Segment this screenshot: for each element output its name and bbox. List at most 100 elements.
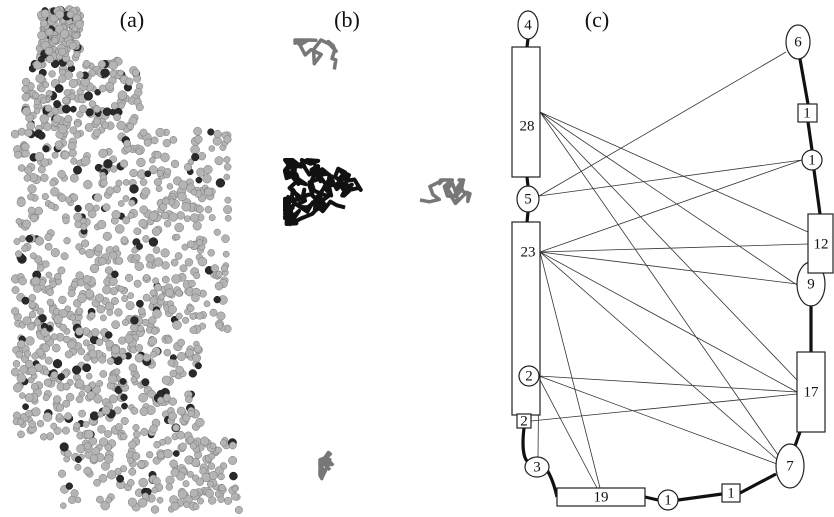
atom <box>189 312 197 320</box>
atom <box>113 368 121 376</box>
atom <box>27 366 37 376</box>
atom <box>155 185 163 193</box>
atom <box>184 455 194 465</box>
atom <box>139 128 148 137</box>
atom <box>64 114 73 124</box>
node-label: 5 <box>524 191 532 207</box>
atom <box>197 152 207 161</box>
atom <box>83 179 93 190</box>
node-label: 17 <box>804 384 820 400</box>
atom <box>160 248 170 258</box>
atom <box>85 108 94 117</box>
atom <box>44 46 54 56</box>
atom <box>194 135 203 144</box>
atom <box>115 256 124 265</box>
atom <box>204 187 213 197</box>
atom <box>19 235 26 243</box>
atom <box>162 138 171 148</box>
atom <box>58 124 68 134</box>
atom <box>195 417 205 428</box>
atom <box>170 258 179 267</box>
atom <box>23 174 31 182</box>
atom <box>191 293 200 303</box>
atom <box>157 396 165 404</box>
atom <box>184 258 194 267</box>
atom <box>82 363 92 373</box>
atom <box>121 295 129 303</box>
atom <box>58 295 67 305</box>
atom <box>83 91 93 101</box>
atom <box>37 30 47 40</box>
panel-label: (c) <box>585 7 609 32</box>
atom <box>42 81 50 89</box>
atom <box>37 165 46 174</box>
atom <box>146 261 154 269</box>
atom <box>62 382 71 391</box>
atom <box>65 392 75 402</box>
atom <box>194 362 202 370</box>
atom <box>108 60 118 71</box>
atom <box>50 248 60 258</box>
atom <box>203 165 213 175</box>
atom <box>43 122 52 131</box>
atom <box>29 214 39 223</box>
atom <box>73 165 82 175</box>
atom <box>22 316 32 326</box>
atom <box>84 289 95 299</box>
atom <box>171 274 181 284</box>
atom <box>130 407 139 415</box>
atom <box>228 456 238 465</box>
atom <box>102 285 112 295</box>
atom <box>75 271 84 280</box>
atom <box>57 266 66 275</box>
atom <box>110 297 119 305</box>
atom <box>55 413 63 420</box>
atom <box>177 191 187 202</box>
atom <box>149 289 157 297</box>
atom <box>96 495 104 504</box>
atom <box>168 411 177 421</box>
atom <box>136 299 144 308</box>
atom <box>17 430 25 439</box>
atom <box>22 219 32 229</box>
trace-segment <box>283 158 363 227</box>
atom <box>12 360 21 368</box>
atom <box>208 496 217 505</box>
atom <box>21 244 29 253</box>
atom <box>156 169 164 177</box>
atom <box>187 410 195 418</box>
atom <box>93 478 101 487</box>
atom <box>134 261 144 271</box>
atom <box>138 392 148 403</box>
atom <box>141 492 149 500</box>
atom <box>133 279 142 288</box>
atom <box>172 320 182 330</box>
atom <box>75 327 84 336</box>
atom <box>68 93 76 101</box>
atom <box>186 435 195 444</box>
atom <box>54 272 62 281</box>
atom <box>217 495 225 503</box>
atom <box>35 73 45 84</box>
atom <box>51 37 59 45</box>
atom <box>74 456 82 463</box>
atom <box>205 488 214 498</box>
atom <box>185 395 193 404</box>
atom <box>157 451 165 459</box>
node-label: 1 <box>803 105 811 121</box>
atom <box>151 487 158 494</box>
atom <box>42 260 50 268</box>
atom <box>28 294 37 302</box>
node-label: 19 <box>594 489 609 505</box>
atom <box>72 365 82 375</box>
atom <box>127 497 137 507</box>
atom <box>93 193 103 202</box>
atom <box>96 304 106 314</box>
atom <box>75 378 85 389</box>
atom <box>170 501 180 511</box>
atom <box>221 234 230 243</box>
atom <box>69 105 77 113</box>
atom <box>152 277 159 285</box>
atom <box>136 157 146 168</box>
atom <box>44 356 53 365</box>
